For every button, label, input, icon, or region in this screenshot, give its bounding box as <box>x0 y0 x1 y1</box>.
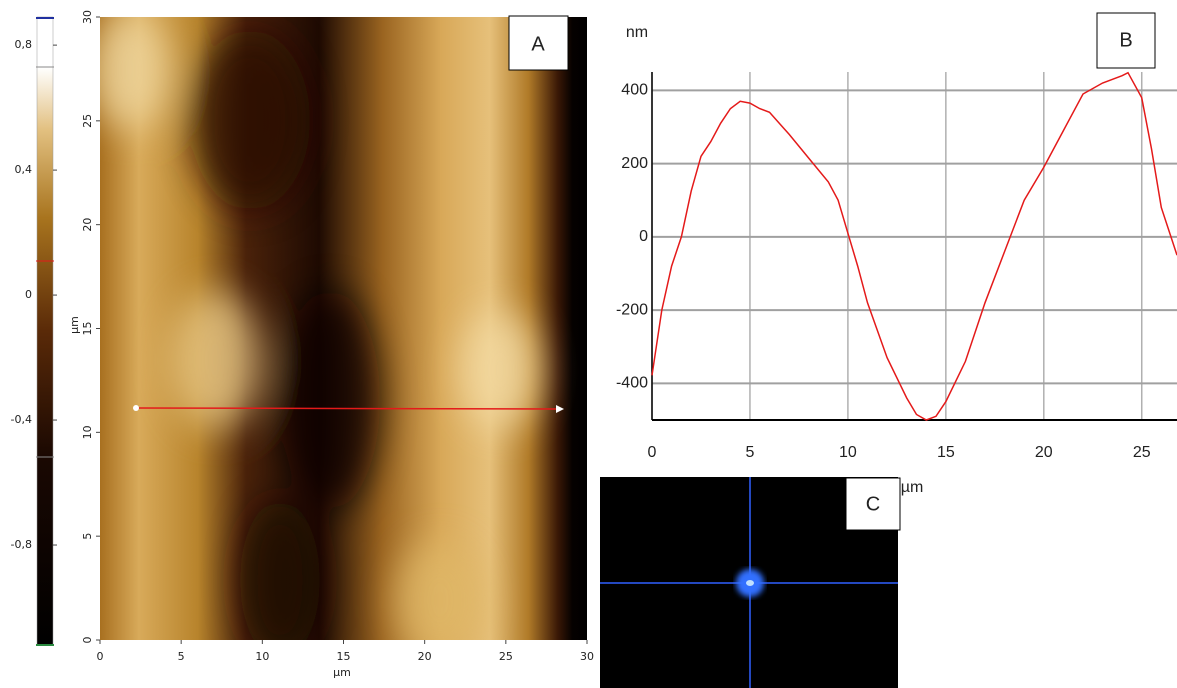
x-tick-label: 10 <box>255 650 269 663</box>
y-tick-label: 0 <box>639 228 648 245</box>
y-tick-label: 25 <box>81 114 94 128</box>
panel-label-box <box>1096 12 1156 69</box>
colorbar-tick-label: 0,8 <box>15 38 33 51</box>
panel-label-box <box>508 15 569 71</box>
colorbar-tick-label: 0,4 <box>15 163 33 176</box>
x-tick-label: 5 <box>178 650 185 663</box>
y-tick-label: 200 <box>621 155 648 172</box>
y-axis-label: nm <box>626 24 648 41</box>
y-tick-label: 10 <box>81 425 94 439</box>
y-tick-label: 0 <box>81 637 94 644</box>
y-tick-label: 15 <box>81 322 94 336</box>
x-tick-label: 15 <box>937 444 955 461</box>
x-axis-label: µm <box>901 479 924 496</box>
colorbar <box>36 16 54 646</box>
profile-start <box>133 405 139 411</box>
x-tick-label: 5 <box>745 444 754 461</box>
panel-label-box <box>845 477 901 531</box>
x-tick-label: 25 <box>499 650 513 663</box>
x-tick-label: 15 <box>337 650 351 663</box>
x-tick-label: 0 <box>97 650 104 663</box>
afm-image <box>100 17 587 640</box>
colorbar-tick-label: -0,8 <box>11 538 32 551</box>
colorbar-tick-label: -0,4 <box>11 413 32 426</box>
panel-label: A <box>531 33 545 55</box>
y-axis-label: µm <box>68 316 81 334</box>
x-tick-label: 30 <box>580 650 594 663</box>
profile-curve <box>651 71 1177 421</box>
y-tick-label: -200 <box>616 301 648 318</box>
x-tick-label: 10 <box>839 444 857 461</box>
colorbar-tick-label: 0 <box>25 288 32 301</box>
profile-line <box>135 407 561 410</box>
y-tick-label: -400 <box>616 375 648 392</box>
x-tick-label: 20 <box>1035 444 1053 461</box>
y-tick-label: 30 <box>81 10 94 24</box>
profile-end <box>556 405 564 413</box>
y-tick-label: 20 <box>81 218 94 232</box>
y-tick-label: 5 <box>81 533 94 540</box>
x-tick-label: 0 <box>648 444 657 461</box>
x-tick-label: 25 <box>1133 444 1151 461</box>
y-tick-label: 400 <box>621 82 648 99</box>
x-tick-label: 20 <box>418 650 432 663</box>
panel-label: C <box>866 493 880 515</box>
panel-label: B <box>1119 29 1132 51</box>
x-axis-label: µm <box>333 666 351 679</box>
